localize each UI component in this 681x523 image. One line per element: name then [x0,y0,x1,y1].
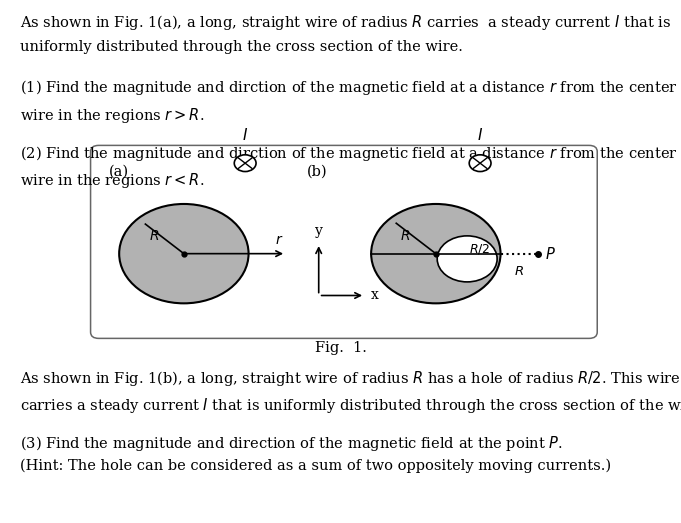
Text: (3) Find the magnitude and direction of the magnetic field at the point $P$.: (3) Find the magnitude and direction of … [20,434,563,453]
Text: Fig.  1.: Fig. 1. [315,341,366,355]
Text: $r$: $r$ [275,233,283,247]
Text: As shown in Fig. 1(a), a long, straight wire of radius $R$ carries  a steady cur: As shown in Fig. 1(a), a long, straight … [20,13,671,32]
Text: uniformly distributed through the cross section of the wire.: uniformly distributed through the cross … [20,40,463,54]
FancyBboxPatch shape [91,145,597,338]
Text: (a): (a) [109,165,129,179]
Text: (1) Find the magnitude and dirction of the magnetic field at a distance $r$ from: (1) Find the magnitude and dirction of t… [20,78,681,97]
Text: $R$: $R$ [148,229,159,243]
Circle shape [437,236,497,282]
Circle shape [119,204,249,303]
Text: $P$: $P$ [545,246,556,262]
Text: x: x [370,289,379,302]
Text: (Hint: The hole can be considered as a sum of two oppositely moving currents.): (Hint: The hole can be considered as a s… [20,459,612,473]
Text: (b): (b) [306,165,327,179]
Circle shape [469,155,491,172]
Text: $R$: $R$ [514,265,524,278]
Text: As shown in Fig. 1(b), a long, straight wire of radius $R$ has a hole of radius : As shown in Fig. 1(b), a long, straight … [20,369,681,388]
Text: $I$: $I$ [242,127,248,143]
Text: wire in the regions $r<R$.: wire in the regions $r<R$. [20,171,205,190]
Text: (2) Find the magnitude and dirction of the magnetic field at a distance $r$ from: (2) Find the magnitude and dirction of t… [20,144,681,163]
Circle shape [371,204,501,303]
Text: y: y [315,224,323,238]
Text: wire in the regions $r>R$.: wire in the regions $r>R$. [20,106,205,124]
Text: carries a steady current $I$ that is uniformly distributed through the cross sec: carries a steady current $I$ that is uni… [20,396,681,415]
Circle shape [234,155,256,172]
Text: $I$: $I$ [477,127,483,143]
Text: $R$: $R$ [400,229,410,243]
Text: $R/2$: $R/2$ [469,242,490,256]
